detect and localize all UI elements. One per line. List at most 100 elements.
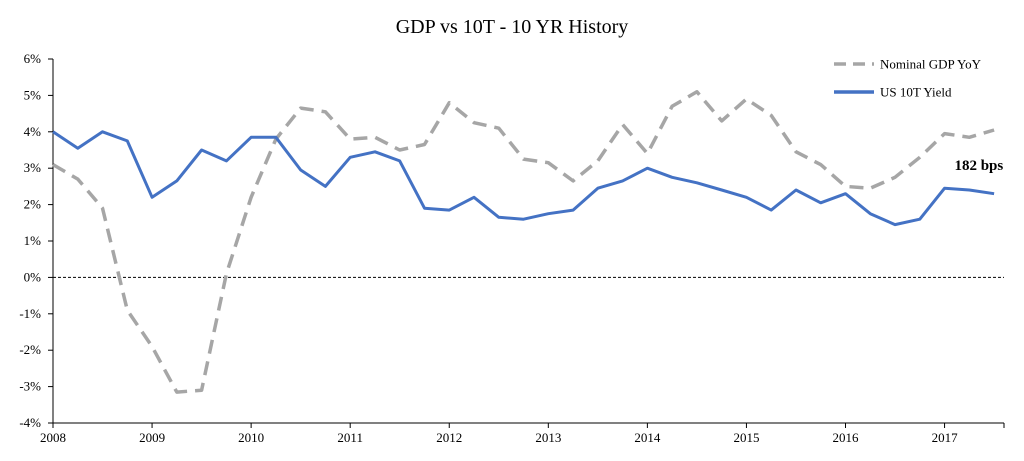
data-point-nominal-gdp-yoy [745,98,747,100]
data-point-nominal-gdp-yoy [473,122,475,124]
data-point-nominal-gdp-yoy [498,127,500,129]
y-tick-label: 3% [24,160,42,175]
data-point-nominal-gdp-yoy [869,187,871,189]
series-line-us-10t-yield [52,130,995,227]
data-point-nominal-gdp-yoy [968,136,970,138]
data-point-nominal-gdp-yoy [126,309,128,311]
data-point-us-10t-yield [448,209,450,211]
data-point-us-10t-yield [250,136,252,138]
y-tick-label: -1% [19,306,41,321]
x-tick-label: 2015 [733,430,759,445]
data-point-us-10t-yield [621,180,623,182]
data-point-us-10t-yield [52,131,54,133]
data-point-us-10t-yield [423,207,425,209]
data-point-us-10t-yield [399,160,401,162]
data-point-us-10t-yield [176,180,178,182]
data-point-nominal-gdp-yoy [844,185,846,187]
y-tick-label: -2% [19,342,41,357]
annotation-layer: 182 bps [954,158,1003,174]
data-point-nominal-gdp-yoy [77,178,79,180]
data-point-us-10t-yield [522,218,524,220]
data-point-nominal-gdp-yoy [176,391,178,393]
data-point-nominal-gdp-yoy [572,180,574,182]
data-point-us-10t-yield [473,196,475,198]
y-tick-label: 5% [24,87,42,102]
series-layer [52,90,995,394]
data-point-us-10t-yield [225,160,227,162]
data-point-us-10t-yield [968,189,970,191]
data-point-nominal-gdp-yoy [547,162,549,164]
data-point-nominal-gdp-yoy [200,389,202,391]
data-point-nominal-gdp-yoy [299,107,301,109]
annotation-label: 182 bps [954,158,1003,174]
x-tick-label: 2012 [436,430,462,445]
data-point-us-10t-yield [844,192,846,194]
data-point-nominal-gdp-yoy [52,163,54,165]
data-point-nominal-gdp-yoy [646,152,648,154]
data-point-nominal-gdp-yoy [423,143,425,145]
data-point-us-10t-yield [349,156,351,158]
data-point-us-10t-yield [374,151,376,153]
y-tick-label: -4% [19,415,41,430]
data-point-us-10t-yield [597,187,599,189]
x-tick-label: 2017 [932,430,959,445]
data-point-us-10t-yield [943,187,945,189]
x-tick-label: 2009 [139,430,165,445]
x-tick-label: 2014 [634,430,661,445]
data-point-us-10t-yield [770,209,772,211]
x-tick-label: 2016 [833,430,860,445]
x-tick-label: 2011 [337,430,363,445]
data-point-nominal-gdp-yoy [597,160,599,162]
data-point-nominal-gdp-yoy [349,138,351,140]
data-point-nominal-gdp-yoy [225,273,227,275]
y-tick-label: 6% [24,51,42,66]
data-point-nominal-gdp-yoy [993,129,995,131]
data-point-us-10t-yield [820,202,822,204]
y-tick-label: -3% [19,379,41,394]
data-point-us-10t-yield [720,189,722,191]
data-point-nominal-gdp-yoy [720,120,722,122]
data-point-us-10t-yield [547,213,549,215]
data-point-us-10t-yield [299,169,301,171]
series-line-nominal-gdp-yoy [52,90,995,394]
data-point-us-10t-yield [200,149,202,151]
x-tick-label: 2013 [535,430,561,445]
data-point-us-10t-yield [745,196,747,198]
data-point-nominal-gdp-yoy [820,163,822,165]
data-point-nominal-gdp-yoy [943,132,945,134]
y-tick-label: 0% [24,269,42,284]
data-point-us-10t-yield [646,167,648,169]
data-point-us-10t-yield [869,213,871,215]
data-point-us-10t-yield [151,196,153,198]
y-tick-label: 1% [24,233,42,248]
data-point-us-10t-yield [795,189,797,191]
chart-title: GDP vs 10T - 10 YR History [396,16,629,38]
x-tick-label: 2010 [238,430,264,445]
data-point-us-10t-yield [498,216,500,218]
data-point-us-10t-yield [275,136,277,138]
data-point-nominal-gdp-yoy [894,176,896,178]
data-point-nominal-gdp-yoy [101,207,103,209]
data-point-nominal-gdp-yoy [151,345,153,347]
data-point-nominal-gdp-yoy [324,111,326,113]
data-point-nominal-gdp-yoy [250,196,252,198]
data-point-us-10t-yield [894,223,896,225]
data-point-us-10t-yield [919,218,921,220]
data-point-us-10t-yield [101,131,103,133]
data-point-us-10t-yield [572,209,574,211]
data-point-us-10t-yield [993,192,995,194]
legend-label-us-10t-yield: US 10T Yield [880,85,952,100]
axes-layer: 6% 5% 4% 3% 2% 1% 0% -1% -2% -3% -4%2008 2009 2010 20… [19,51,1005,445]
data-point-us-10t-yield [77,147,79,149]
data-point-nominal-gdp-yoy [374,136,376,138]
data-point-nominal-gdp-yoy [399,149,401,151]
data-point-nominal-gdp-yoy [795,151,797,153]
data-point-us-10t-yield [671,176,673,178]
data-point-us-10t-yield [324,185,326,187]
data-point-nominal-gdp-yoy [770,114,772,116]
legend: Nominal GDP YoY US 10T Yield [834,57,982,100]
y-tick-label: 4% [24,124,42,139]
data-point-nominal-gdp-yoy [671,105,673,107]
data-point-us-10t-yield [126,140,128,142]
